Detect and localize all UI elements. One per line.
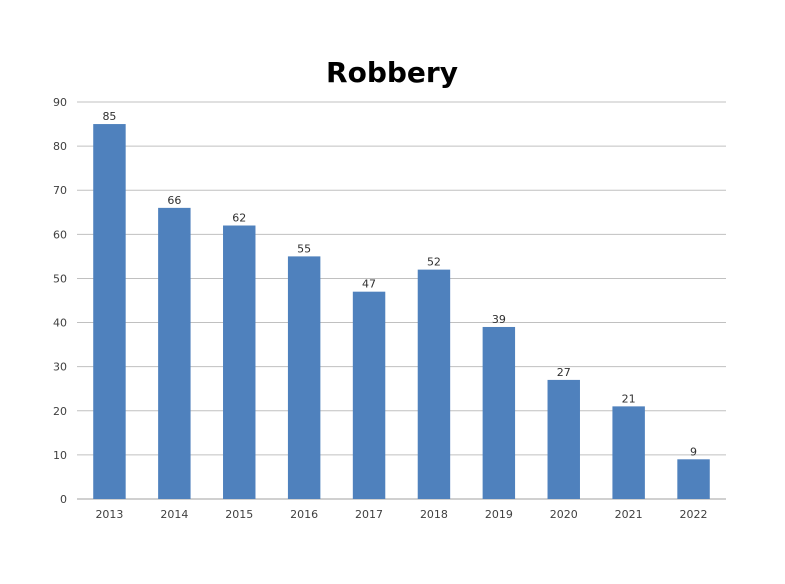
bar xyxy=(482,326,516,499)
data-label: 66 xyxy=(167,194,181,207)
data-label: 47 xyxy=(362,278,376,291)
bar xyxy=(417,269,451,499)
bar xyxy=(93,124,126,500)
x-axis-ticks: 2013 2014 2015 2016 2017 2018 2019 2020 2021 2022 xyxy=(95,508,707,521)
x-tick-label: 2020 xyxy=(550,508,578,521)
data-label: 39 xyxy=(492,313,506,326)
y-tick-label: 30 xyxy=(53,361,67,374)
x-tick-label: 2013 xyxy=(95,508,123,521)
bar xyxy=(612,406,645,499)
bars xyxy=(93,124,710,500)
y-axis-ticks: 0 10 20 30 40 50 60 70 80 90 xyxy=(53,96,67,506)
bar xyxy=(352,291,386,499)
x-tick-label: 2019 xyxy=(485,508,513,521)
data-labels: 85 66 62 55 47 52 39 27 21 9 xyxy=(102,110,697,458)
y-tick-label: 70 xyxy=(53,184,67,197)
x-tick-label: 2014 xyxy=(160,508,188,521)
bar xyxy=(677,459,710,499)
y-tick-label: 20 xyxy=(53,405,67,418)
y-tick-label: 80 xyxy=(53,140,67,153)
data-label: 21 xyxy=(622,392,636,405)
x-tick-label: 2017 xyxy=(355,508,383,521)
x-tick-label: 2018 xyxy=(420,508,448,521)
y-tick-label: 40 xyxy=(53,317,67,330)
x-tick-label: 2022 xyxy=(680,508,708,521)
data-label: 85 xyxy=(102,110,116,123)
bar xyxy=(547,379,580,499)
y-tick-label: 60 xyxy=(53,228,67,241)
y-tick-label: 10 xyxy=(53,449,67,462)
bar xyxy=(158,207,191,499)
data-label: 9 xyxy=(690,445,697,458)
data-label: 52 xyxy=(427,256,441,269)
chart-title: Robbery xyxy=(326,56,458,89)
x-tick-label: 2015 xyxy=(225,508,253,521)
x-tick-label: 2021 xyxy=(615,508,643,521)
bar xyxy=(287,256,321,499)
y-tick-label: 50 xyxy=(53,272,67,285)
data-label: 55 xyxy=(297,242,311,255)
y-tick-label: 0 xyxy=(60,493,67,506)
x-tick-label: 2016 xyxy=(290,508,318,521)
data-label: 62 xyxy=(232,212,246,225)
data-label: 27 xyxy=(557,366,571,379)
y-tick-label: 90 xyxy=(53,96,67,109)
bar xyxy=(223,225,256,499)
